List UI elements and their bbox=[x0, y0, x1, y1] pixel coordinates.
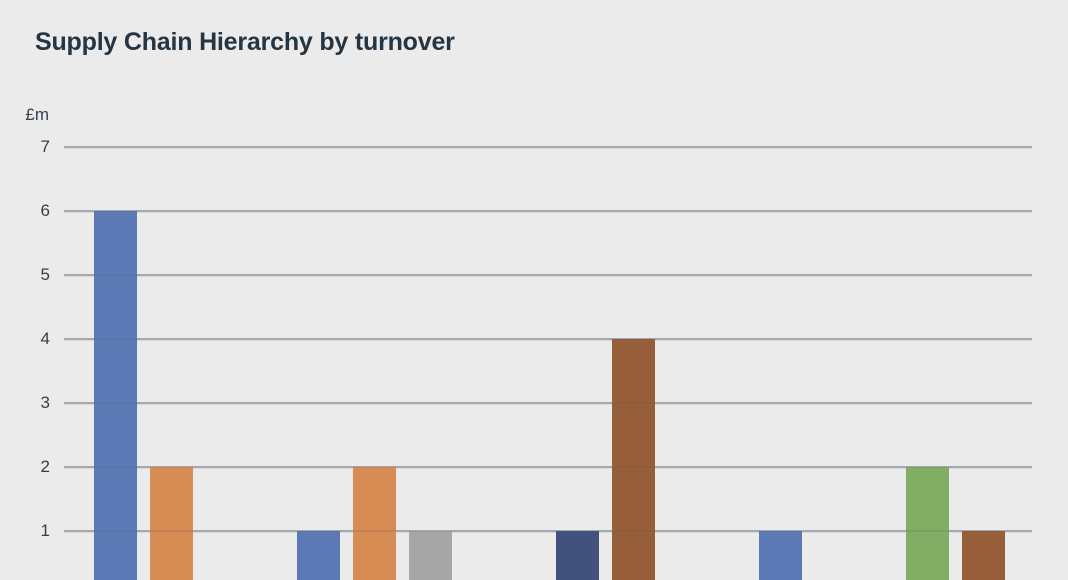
y-tick-label-5: 5 bbox=[40, 265, 50, 284]
gridline-y-6 bbox=[64, 210, 1032, 213]
gridline-y-5 bbox=[64, 274, 1032, 277]
y-tick-label-2: 2 bbox=[40, 457, 50, 476]
bar-group2-blue bbox=[297, 531, 340, 580]
bar-group4-blue bbox=[759, 531, 802, 580]
gridline-overlay-y-1 bbox=[64, 530, 1032, 532]
bar-group3-navy bbox=[556, 531, 599, 580]
gridline-y-4 bbox=[64, 338, 1032, 341]
bar-group2-gray bbox=[409, 531, 452, 580]
gridline-overlay-y-5 bbox=[64, 274, 1032, 276]
bar-group3-brown bbox=[612, 339, 655, 580]
y-tick-label-6: 6 bbox=[40, 201, 50, 220]
chart-title: Supply Chain Hierarchy by turnover bbox=[35, 28, 455, 56]
bar-group5-green bbox=[906, 467, 949, 580]
gridline-overlay-y-3 bbox=[64, 402, 1032, 404]
bar-group2-orange bbox=[353, 467, 396, 580]
y-tick-label-1: 1 bbox=[40, 521, 50, 540]
gridline-overlay-y-7 bbox=[64, 146, 1032, 148]
y-tick-label-7: 7 bbox=[40, 137, 50, 156]
gridline-overlay-y-6 bbox=[64, 210, 1032, 212]
bar-group1-blue bbox=[94, 211, 137, 580]
gridline-overlay-y-4 bbox=[64, 338, 1032, 340]
y-axis-unit-label: £m bbox=[25, 105, 49, 124]
bar-group5-brown bbox=[962, 531, 1005, 580]
gridline-y-3 bbox=[64, 402, 1032, 405]
gridline-y-1 bbox=[64, 530, 1032, 533]
gridline-y-2 bbox=[64, 466, 1032, 469]
y-tick-label-3: 3 bbox=[40, 393, 50, 412]
bar-group1-orange bbox=[150, 467, 193, 580]
gridline-y-7 bbox=[64, 146, 1032, 149]
gridline-overlay-y-2 bbox=[64, 466, 1032, 468]
y-tick-label-4: 4 bbox=[40, 329, 50, 348]
